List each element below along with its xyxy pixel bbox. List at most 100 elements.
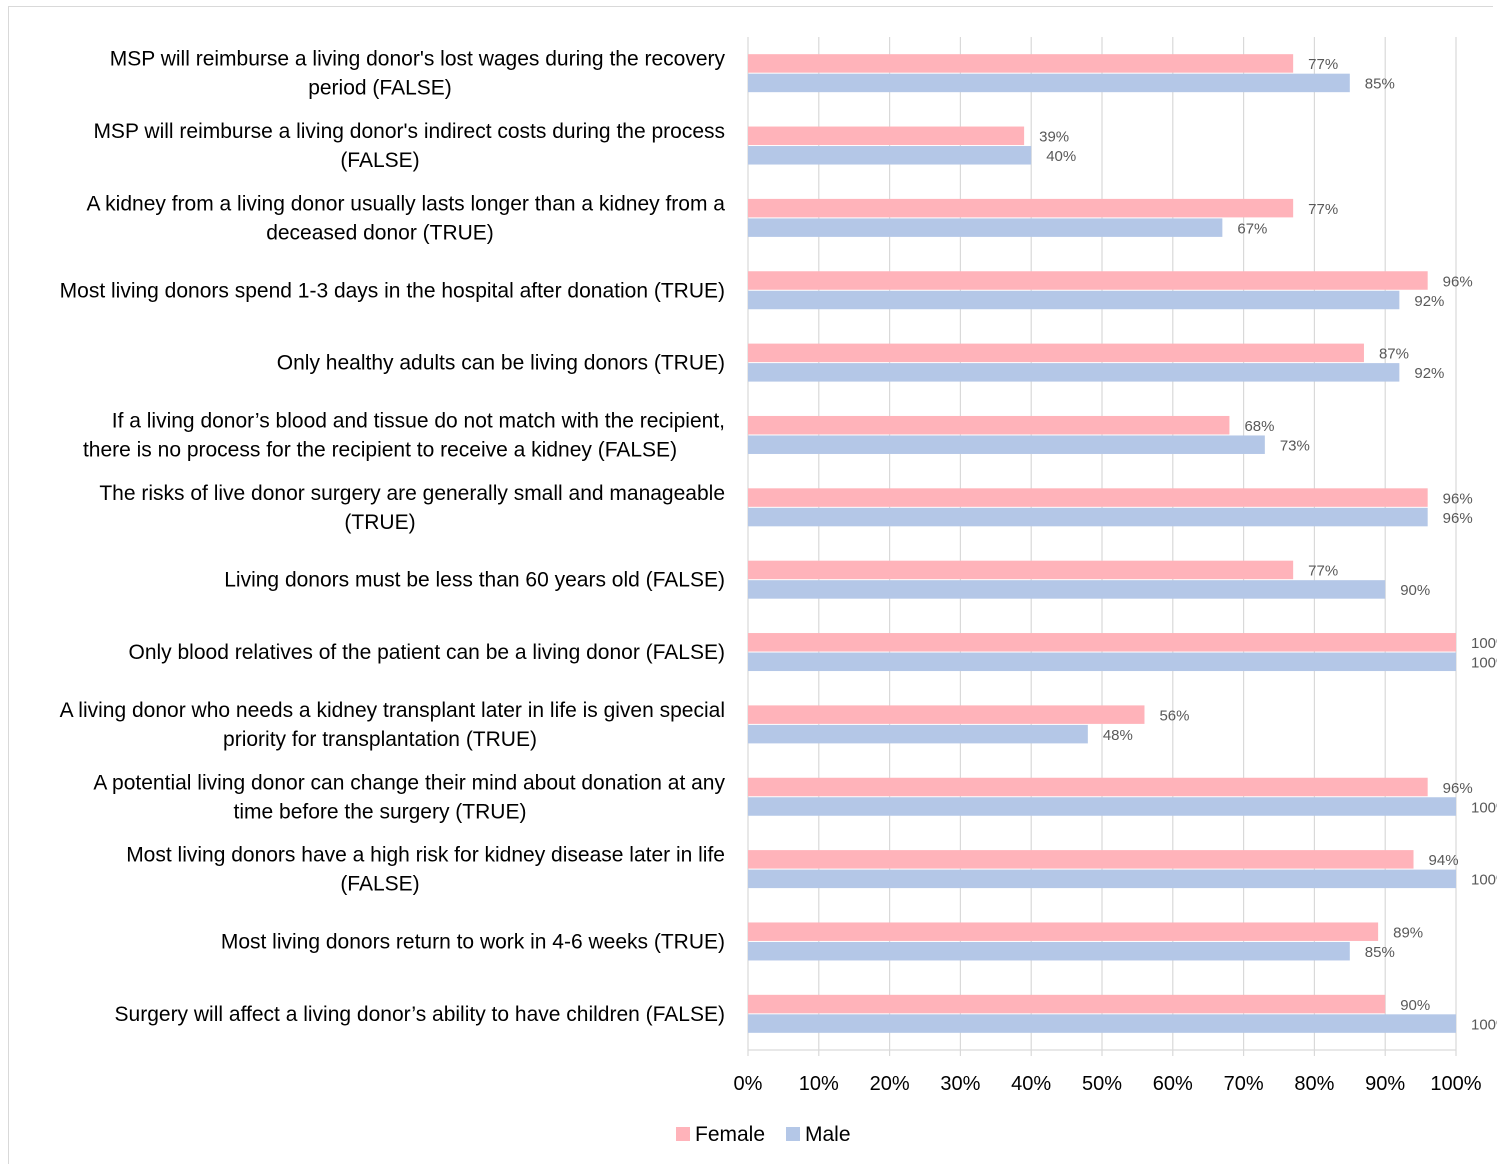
bar-male (748, 941, 1350, 961)
data-label-female: 77% (1308, 56, 1338, 73)
x-tick-label: 10% (799, 1073, 839, 1095)
x-tick-label: 90% (1365, 1073, 1405, 1095)
data-label-male: 90% (1400, 582, 1430, 599)
data-label-female: 68% (1244, 418, 1274, 435)
category-labels: MSP will reimburse a living donor's lost… (60, 48, 726, 1026)
data-label-female: 94% (1429, 852, 1459, 869)
data-labels: 77% 85% 39% 40% 77% 67% 96% 92% 87% 92% 68% 73% 96% 9… (1039, 56, 1497, 1033)
legend-swatch-female (676, 1127, 690, 1141)
category-label: A potential living donor can change thei… (93, 771, 725, 794)
x-tick-label: 60% (1153, 1073, 1193, 1095)
data-label-male: 100% (1471, 799, 1497, 816)
data-label-male: 100% (1471, 655, 1497, 672)
data-label-female: 96% (1443, 490, 1473, 507)
data-label-male: 92% (1414, 365, 1444, 382)
data-label-male: 100% (1471, 1016, 1497, 1033)
category-label: Most living donors return to work in 4-6… (221, 930, 725, 953)
data-label-male: 48% (1103, 727, 1133, 744)
bar-female (748, 271, 1428, 290)
bar-female (748, 922, 1379, 941)
gridlines (747, 37, 1457, 1056)
category-label: (TRUE) (344, 511, 415, 534)
legend-swatch-male (786, 1127, 800, 1141)
legend-label-male: Male (805, 1123, 851, 1146)
data-label-female: 39% (1039, 129, 1069, 146)
data-label-female: 96% (1443, 273, 1473, 290)
data-label-female: 90% (1400, 997, 1430, 1014)
bar-male (748, 580, 1386, 599)
category-label: (FALSE) (340, 873, 419, 896)
data-label-male: 40% (1046, 148, 1076, 165)
x-tick-label: 30% (940, 1073, 980, 1095)
data-label-male: 67% (1237, 220, 1267, 237)
data-label-male: 100% (1471, 872, 1497, 889)
category-label: time before the surgery (TRUE) (234, 800, 527, 823)
bar-male (748, 1014, 1456, 1033)
bar-male (748, 435, 1265, 454)
bar-male (748, 652, 1456, 672)
x-axis-ticks: 0% 10% 20% 30% 40% 50% 60% 70% 80% 90% 100% (734, 1073, 1482, 1095)
x-tick-label: 70% (1224, 1073, 1264, 1095)
bar-male (748, 507, 1428, 527)
bar-female (748, 994, 1386, 1014)
bar-male (748, 797, 1456, 816)
data-label-female: 77% (1308, 201, 1338, 218)
chart-frame (8, 6, 1493, 1164)
data-label-female: 87% (1379, 346, 1409, 363)
bars (748, 54, 1456, 1033)
data-label-male: 92% (1414, 293, 1444, 310)
category-label: Most living donors have a high risk for … (126, 844, 725, 867)
bar-male (748, 146, 1032, 165)
legend: Female Male (676, 1123, 851, 1146)
category-label: Only healthy adults can be living donors… (277, 352, 725, 375)
data-label-male: 96% (1443, 510, 1473, 527)
category-label: A kidney from a living donor usually las… (86, 192, 725, 215)
bar-female (748, 343, 1364, 363)
legend-label-female: Female (695, 1123, 765, 1146)
category-label: there is no process for the recipient to… (83, 438, 677, 461)
bar-female (748, 850, 1414, 869)
data-label-male: 85% (1365, 76, 1395, 93)
category-label: Most living donors spend 1-3 days in the… (60, 279, 725, 302)
category-label: Only blood relatives of the patient can … (128, 641, 725, 664)
category-label: If a living donor’s blood and tissue do … (112, 409, 725, 432)
data-label-male: 85% (1365, 944, 1395, 961)
bar-female (748, 633, 1456, 652)
data-label-female: 100% (1471, 635, 1497, 652)
category-label: Living donors must be less than 60 years… (224, 569, 725, 592)
bar-female (748, 488, 1428, 507)
data-label-female: 96% (1443, 780, 1473, 797)
bar-female (748, 54, 1294, 73)
data-label-female: 56% (1159, 707, 1189, 724)
bar-male (748, 724, 1088, 744)
data-label-male: 73% (1280, 437, 1310, 454)
bar-female (748, 198, 1294, 218)
category-label: priority for transplantation (TRUE) (223, 728, 537, 751)
x-tick-label: 0% (734, 1073, 763, 1095)
data-label-female: 89% (1393, 924, 1423, 941)
bar-female (748, 415, 1230, 435)
category-label: (FALSE) (340, 149, 419, 172)
data-label-female: 77% (1308, 563, 1338, 580)
bar-female (748, 126, 1025, 146)
category-label: The risks of live donor surgery are gene… (99, 482, 725, 505)
category-label: deceased donor (TRUE) (266, 221, 494, 244)
category-label: MSP will reimburse a living donor's indi… (93, 120, 725, 143)
category-label: period (FALSE) (308, 77, 452, 100)
category-label: MSP will reimburse a living donor's lost… (110, 48, 726, 71)
bar-female (748, 705, 1145, 724)
bar-male (748, 290, 1400, 310)
bar-male (748, 363, 1400, 382)
bar-male (748, 869, 1456, 889)
bar-male (748, 218, 1223, 237)
x-tick-label: 50% (1082, 1073, 1122, 1095)
bar-female (748, 560, 1294, 580)
bar-male (748, 73, 1350, 93)
x-tick-label: 40% (1011, 1073, 1051, 1095)
category-label: A living donor who needs a kidney transp… (60, 699, 725, 722)
x-tick-label: 80% (1294, 1073, 1334, 1095)
x-tick-label: 100% (1430, 1073, 1481, 1095)
bar-female (748, 777, 1428, 797)
category-label: Surgery will affect a living donor’s abi… (115, 1003, 725, 1026)
